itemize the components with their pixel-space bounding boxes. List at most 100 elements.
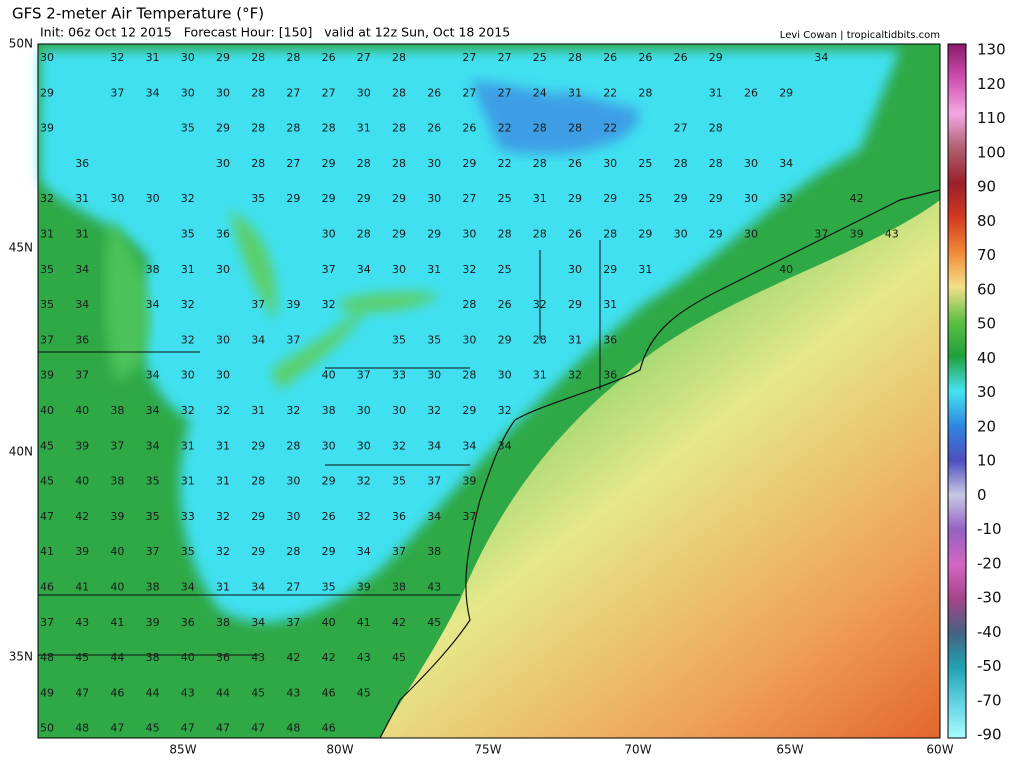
temperature-label: 31 [638,263,652,276]
temperature-label: 28 [251,122,265,135]
temperature-label: 28 [603,228,617,241]
temperature-label: 33 [181,510,195,523]
temperature-label: 29 [216,122,230,135]
temperature-label: 29 [392,228,406,241]
temperature-label: 30 [286,510,300,523]
temperature-label: 47 [251,722,265,735]
temperature-label: 25 [638,192,652,205]
temperature-label: 28 [251,157,265,170]
temperature-label: 32 [40,192,54,205]
temperature-label: 26 [498,298,512,311]
temperature-label: 34 [498,439,512,452]
temperature-label: 28 [286,51,300,64]
temperature-label: 32 [357,510,371,523]
temperature-label: 27 [286,581,300,594]
temperature-label: 44 [216,686,230,699]
temperature-label: 24 [533,86,547,99]
temperature-label: 37 [286,616,300,629]
temperature-label: 28 [392,86,406,99]
temperature-label: 31 [216,439,230,452]
temperature-label: 34 [146,439,160,452]
temperature-label: 29 [427,228,441,241]
temperature-label: 45 [427,616,441,629]
temperature-label: 34 [146,404,160,417]
colorbar-label: 100 [977,143,1006,161]
temperature-label: 28 [533,157,547,170]
temperature-label: 43 [357,651,371,664]
temperature-label: 29 [322,475,336,488]
lon-label: 75W [474,743,501,757]
temperature-label: 28 [392,157,406,170]
temperature-label: 31 [181,263,195,276]
lat-label: 40N [9,445,33,459]
temperature-label: 27 [286,86,300,99]
temperature-label: 37 [814,228,828,241]
lon-label: 80W [326,743,353,757]
temperature-label: 43 [286,686,300,699]
temperature-label: 32 [533,298,547,311]
temperature-label: 31 [181,475,195,488]
temperature-label: 28 [462,298,476,311]
temperature-label: 45 [251,686,265,699]
temperature-label: 29 [322,192,336,205]
temperature-label: 40 [110,545,124,558]
temperature-label: 28 [286,122,300,135]
temperature-label: 38 [322,404,336,417]
temperature-label: 28 [286,545,300,558]
lon-label: 70W [624,743,651,757]
temperature-label: 37 [462,510,476,523]
temperature-label: 34 [146,369,160,382]
temperature-label: 39 [357,581,371,594]
temperature-label: 46 [322,722,336,735]
temperature-label: 29 [357,192,371,205]
temperature-label: 28 [709,157,723,170]
temperature-label: 41 [357,616,371,629]
temperature-label: 28 [498,228,512,241]
colorbar-label: 10 [977,452,996,470]
temperature-label: 25 [638,157,652,170]
temperature-label: 34 [779,157,793,170]
temperature-label: 50 [40,722,54,735]
temperature-label: 38 [146,651,160,664]
temperature-label: 43 [181,686,195,699]
temperature-label: 22 [498,157,512,170]
temperature-label: 32 [498,404,512,417]
temperature-label: 32 [462,263,476,276]
colorbar-label: 120 [977,75,1006,93]
temperature-label: 28 [638,86,652,99]
temperature-label: 33 [392,369,406,382]
temperature-label: 39 [110,510,124,523]
temperature-label: 28 [392,51,406,64]
temperature-label: 25 [533,51,547,64]
borders [38,240,601,656]
temperature-label: 40 [779,263,793,276]
temperature-label: 30 [322,439,336,452]
temperature-label: 38 [146,263,160,276]
temperature-label: 35 [40,298,54,311]
temperature-label: 30 [392,263,406,276]
temperature-label: 46 [322,686,336,699]
temperature-label: 42 [75,510,89,523]
temperature-label: 38 [427,545,441,558]
temperature-label: 40 [75,475,89,488]
temperature-label: 35 [146,510,160,523]
temperature-label: 40 [322,616,336,629]
temperature-label: 26 [603,51,617,64]
colorbar-label: 80 [977,212,996,230]
temperature-label: 28 [568,122,582,135]
lake-michigan [104,220,150,380]
temperature-label: 36 [216,651,230,664]
colorbar-label: -50 [977,657,1002,675]
temperature-label: 31 [568,86,582,99]
temperature-label: 30 [392,404,406,417]
temperature-label: 34 [427,510,441,523]
temperature-label: 28 [462,369,476,382]
colorbar-label: -70 [977,691,1002,709]
temperature-label: 42 [286,651,300,664]
temperature-label: 34 [181,581,195,594]
temperature-label: 36 [216,228,230,241]
temperature-label: 32 [357,475,371,488]
colorbar-label: 70 [977,246,996,264]
temperature-label: 34 [357,263,371,276]
